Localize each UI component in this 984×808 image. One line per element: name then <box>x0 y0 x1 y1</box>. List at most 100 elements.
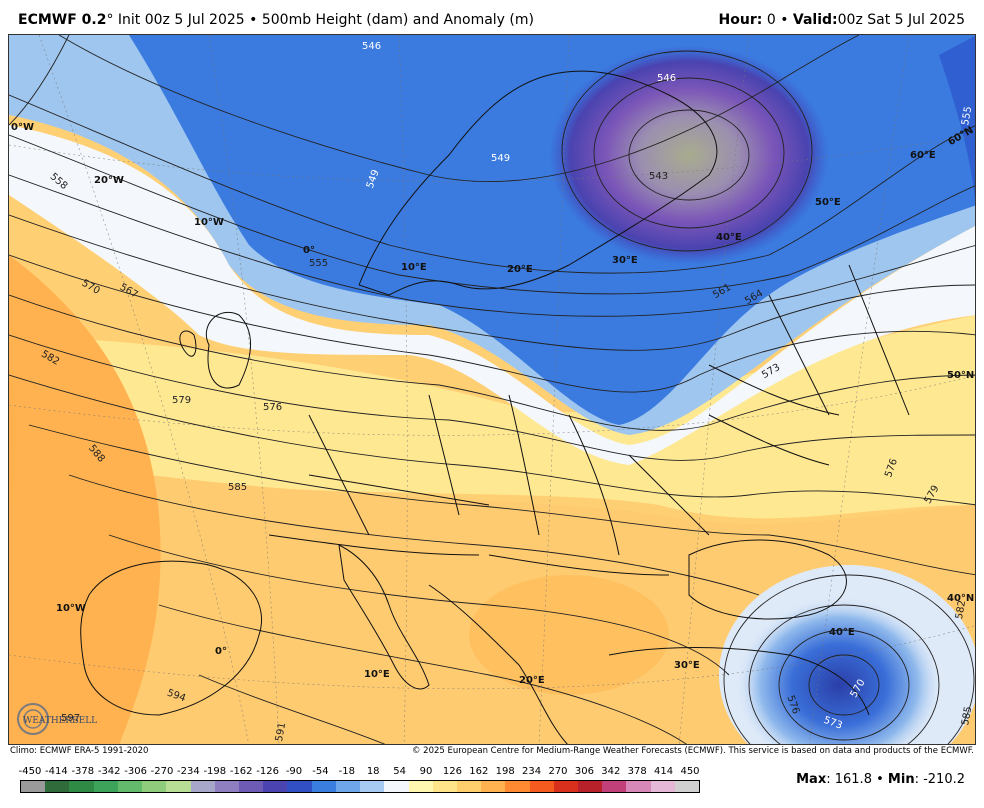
colorbar-label: 234 <box>522 766 542 777</box>
title-right: Hour: 0 • Valid:00z Sat 5 Jul 2025 <box>719 12 965 28</box>
logo-text: WEATHERBELL <box>23 716 97 726</box>
colorbar-swatch <box>529 781 554 792</box>
degree-sign: ° <box>106 12 114 28</box>
lat-label: 50°N <box>947 370 974 381</box>
colorbar-swatch <box>626 781 651 792</box>
max-label: Max <box>796 772 827 787</box>
contour-label: 549 <box>491 153 510 164</box>
colorbar-label: -54 <box>312 766 329 777</box>
lon-label: 20°W <box>94 175 124 186</box>
low-south-contours <box>723 574 975 744</box>
colorbar-label: 198 <box>495 766 515 777</box>
bullet: • <box>780 12 789 28</box>
lon-label: 10°E <box>364 669 390 680</box>
stats: Max: 161.8 • Min: -210.2 <box>796 772 965 787</box>
contour-label: 576 <box>263 402 282 413</box>
height-contours <box>9 35 975 744</box>
colorbar-swatch <box>456 781 482 792</box>
colorbar-label: -414 <box>45 766 68 777</box>
colorbar-swatch <box>602 781 627 792</box>
bullet: • <box>876 772 884 787</box>
colorbar-label: -162 <box>229 766 253 777</box>
colorbar-swatch <box>408 781 433 792</box>
lon-label: 10°E <box>401 262 427 273</box>
iberia-coast <box>80 560 263 716</box>
lon-label: 40°E <box>716 232 742 243</box>
colorbar-label: 306 <box>574 766 594 777</box>
colorbar-label: -378 <box>71 766 95 777</box>
colorbar-label: -450 <box>18 766 42 777</box>
title-left: ECMWF 0.2° Init 00z 5 Jul 2025 • 500mb H… <box>18 12 534 28</box>
lon-label: 0° <box>303 245 315 256</box>
italy-coast <box>338 544 430 690</box>
lon-label: 30°E <box>612 255 638 266</box>
east-borders <box>708 264 910 416</box>
colorbar-label: 342 <box>601 766 621 777</box>
init-time: Init 00z 5 Jul 2025 <box>117 12 245 28</box>
colorbar-swatch <box>335 781 361 792</box>
credits-bar: Climo: ECMWF ERA-5 1991-2020 © 2025 Euro… <box>8 746 976 758</box>
colorbar-swatch <box>69 781 94 792</box>
lon-label: 40°E <box>829 627 855 638</box>
colorbar-labels: -450 -414 -378 -342 -306 -270 -234 -198 -162 -126… <box>18 766 720 778</box>
contour-label: 585 <box>960 706 974 727</box>
contour-label: 555 <box>309 258 328 269</box>
colorbar-swatch <box>481 781 506 792</box>
contour-label: 585 <box>228 482 247 493</box>
colorbar-swatch <box>650 781 675 792</box>
valid-value: 00z Sat 5 Jul 2025 <box>837 12 965 28</box>
model-name: ECMWF 0.2 <box>18 12 107 28</box>
contour-label: 579 <box>172 395 191 406</box>
bullet: • <box>249 12 258 28</box>
colorbar-label: 126 <box>442 766 462 777</box>
colorbar-label: -306 <box>124 766 147 777</box>
lon-label: 50°E <box>815 197 841 208</box>
colorbar-swatch <box>214 781 239 792</box>
lon-label: 0°W <box>11 122 34 133</box>
contour-label: 591 <box>274 722 288 743</box>
colorbar-swatch <box>21 781 46 792</box>
contour-label: 555 <box>960 106 974 127</box>
colorbar-swatch <box>190 781 215 792</box>
colorbar-label: -126 <box>256 766 279 777</box>
anomaly-deep-blue-east <box>939 36 975 200</box>
contour-label: 597 <box>61 713 80 724</box>
contour-label: 546 <box>362 41 381 52</box>
colorbar-swatch <box>311 781 336 792</box>
balkans-coast <box>428 584 568 744</box>
colorbar-swatch <box>384 781 409 792</box>
colorbar-label: -90 <box>285 766 303 777</box>
colorbar-swatch <box>45 781 70 792</box>
weatherbell-logo-icon: WEATHERBELL <box>17 703 97 735</box>
europe-borders <box>268 394 830 576</box>
colorbar-swatch <box>578 781 603 792</box>
colorbar: -450 -414 -378 -342 -306 -270 -234 -198 -162 -126… <box>18 760 720 800</box>
lon-label: 60°E <box>910 150 936 161</box>
colorbar-label: 18 <box>366 766 380 777</box>
lon-label: 30°E <box>674 660 700 671</box>
contour-label: 543 <box>649 171 668 182</box>
colorbar-label: -198 <box>203 766 227 777</box>
colorbar-swatch <box>166 781 191 792</box>
hour-value: 0 <box>766 12 776 28</box>
scandinavia-coast <box>358 70 718 296</box>
hour-label: Hour: <box>718 12 763 28</box>
colorbar-swatch <box>553 781 579 792</box>
graticule <box>9 35 975 744</box>
climo-note: Climo: ECMWF ERA-5 1991-2020 <box>10 746 149 756</box>
colorbar-label: 414 <box>654 766 674 777</box>
anomaly-yellow-band <box>9 315 975 519</box>
colorbar-label: -234 <box>177 766 200 777</box>
british-isles-coast <box>179 311 252 389</box>
min-value: : -210.2 <box>914 772 965 787</box>
colorbar-swatches <box>20 780 700 793</box>
anomaly-low-south <box>734 595 944 744</box>
product-name: 500mb Height (dam) and Anomaly (m) <box>261 12 534 28</box>
lon-label: 10°W <box>56 603 86 614</box>
weather-map[interactable]: 0°W 20°W 10°W 0° 10°E 20°E 30°E 40°E 50°… <box>8 34 976 745</box>
colorbar-label: 378 <box>627 766 647 777</box>
colorbar-label: 450 <box>680 766 700 777</box>
lon-label: 20°E <box>519 675 545 686</box>
black-sea-coast <box>688 539 847 620</box>
colorbar-swatch <box>93 781 118 792</box>
